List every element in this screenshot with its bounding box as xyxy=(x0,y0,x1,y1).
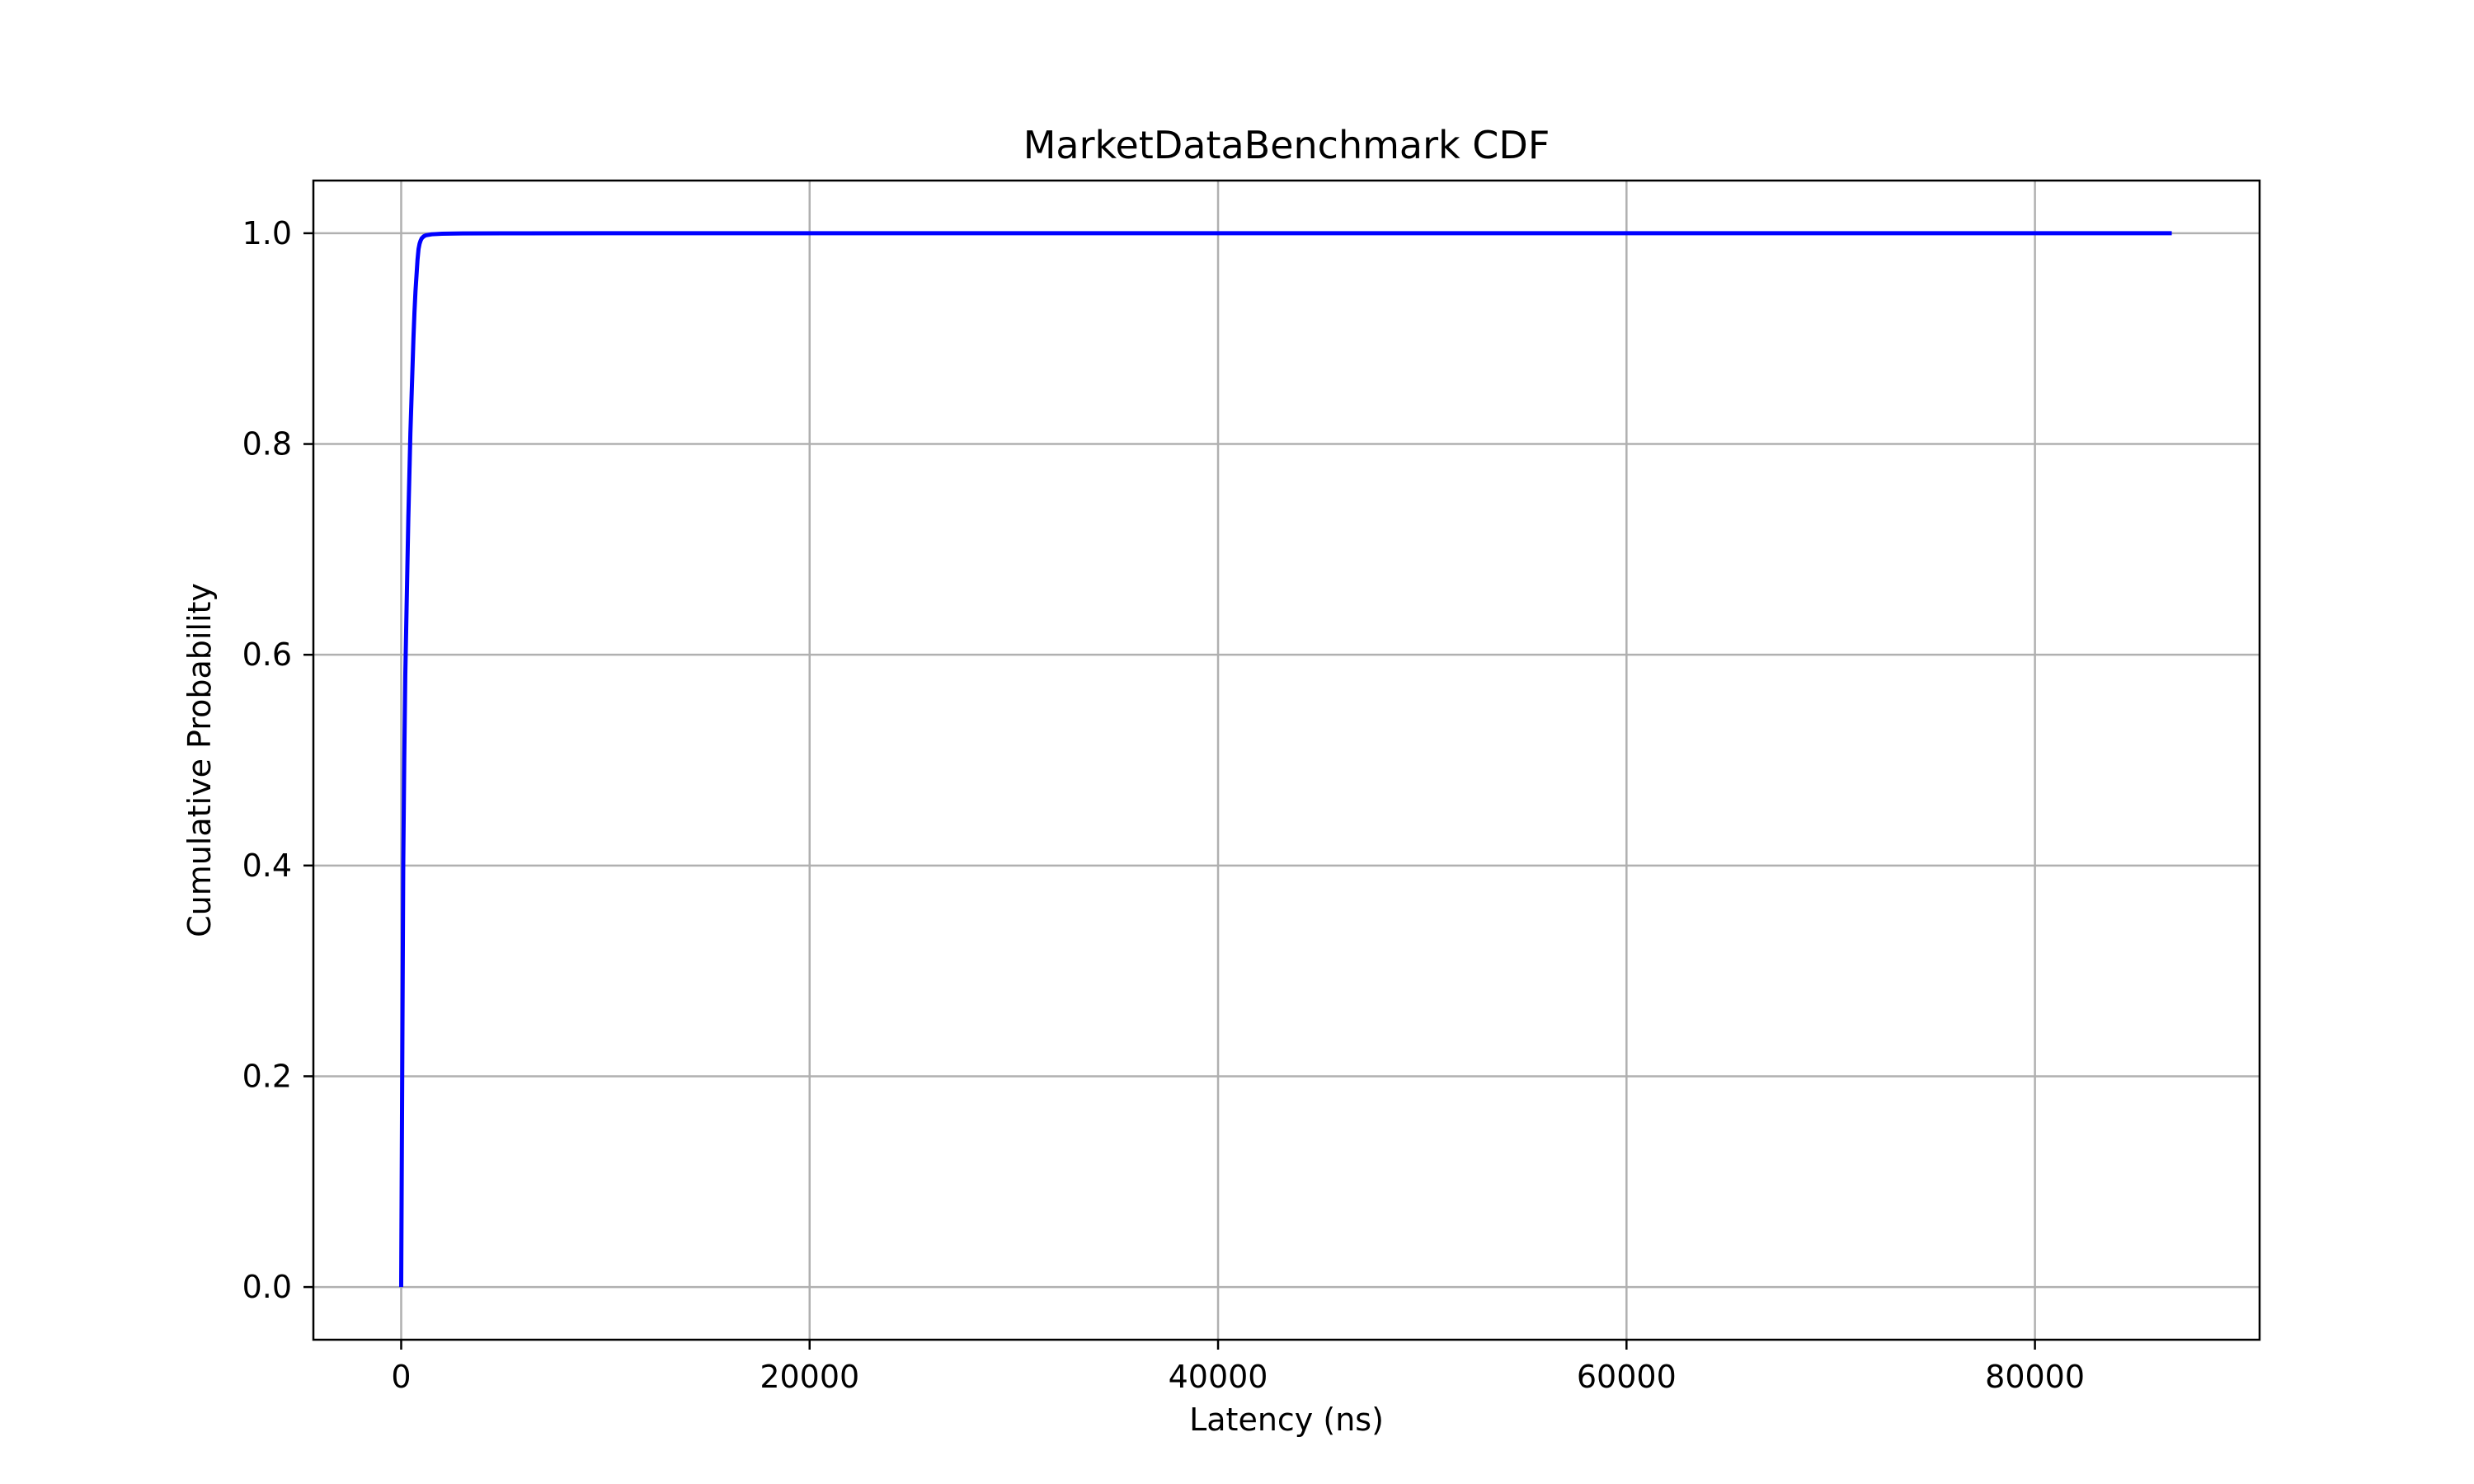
cdf-series-line xyxy=(398,231,2172,1288)
y-tick-label: 0.4 xyxy=(242,848,292,884)
y-tick-label: 0.8 xyxy=(242,426,292,463)
x-tick-label: 40000 xyxy=(1169,1359,1268,1395)
x-tick-label: 0 xyxy=(391,1359,411,1395)
x-tick-label: 20000 xyxy=(760,1359,859,1395)
y-tick-label: 1.0 xyxy=(242,215,292,251)
plot-frame xyxy=(312,179,2261,1341)
y-tick-label: 0.2 xyxy=(242,1058,292,1094)
y-axis-title: Cumulative Probability xyxy=(181,583,218,937)
y-tick-label: 0.6 xyxy=(242,636,292,673)
x-tick-label: 60000 xyxy=(1577,1359,1677,1395)
series-layer xyxy=(398,231,2172,1288)
chart-title: MarketDataBenchmark CDF xyxy=(1023,123,1550,167)
x-tick-label: 80000 xyxy=(1985,1359,2085,1395)
x-axis-title: Latency (ns) xyxy=(1189,1402,1384,1438)
tick-layer: 0 20000 40000 60000 80000 0.0 0.2 0.4 0.6 0.8 1.0 xyxy=(242,215,2085,1395)
y-tick-label: 0.0 xyxy=(242,1269,292,1305)
